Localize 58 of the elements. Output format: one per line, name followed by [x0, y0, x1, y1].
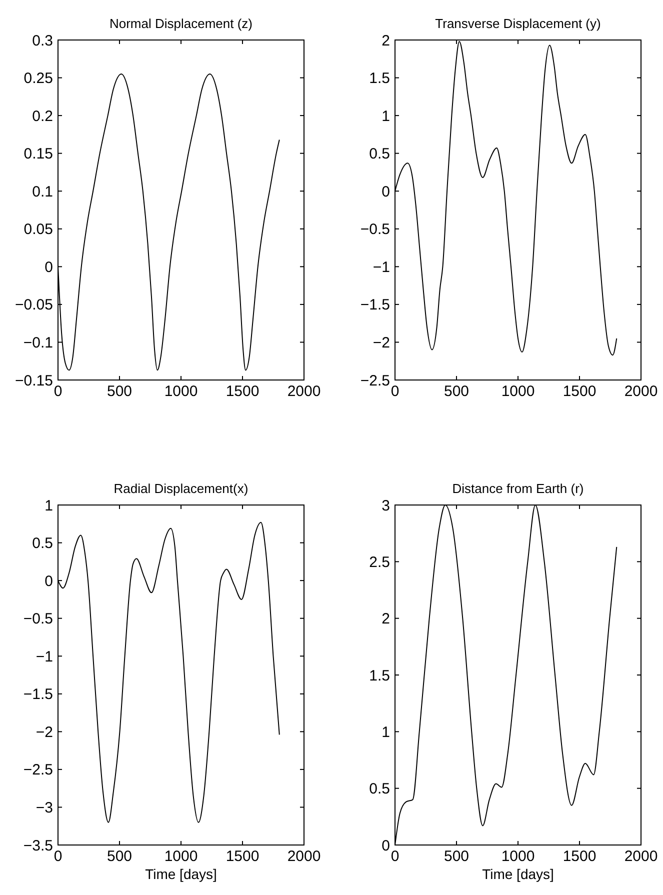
y-tick-label: −1 — [372, 258, 390, 276]
y-tick-label: −1.5 — [360, 296, 390, 314]
x-tick-label: 1500 — [562, 383, 596, 400]
x-tick-label: 1000 — [164, 848, 198, 865]
y-tick-label: 1 — [382, 108, 390, 125]
y-tick-label: −0.05 — [15, 296, 53, 314]
chart-title: Radial Displacement(x) — [114, 481, 248, 496]
y-tick-label: 0.2 — [32, 108, 53, 125]
y-tick-label: −1 — [36, 648, 53, 666]
y-tick-label: 2 — [382, 32, 390, 50]
y-tick-label: 1.5 — [369, 667, 390, 684]
x-tick-label: 500 — [106, 848, 132, 865]
x-axis-title: Time [days] — [145, 866, 217, 882]
chart-title: Distance from Earth (r) — [452, 481, 584, 496]
y-tick-label: 0 — [382, 183, 390, 200]
y-tick-label: −2 — [36, 724, 53, 741]
y-tick-label: −3.5 — [23, 837, 53, 854]
x-tick-label: 1000 — [501, 383, 535, 400]
x-tick-label: 1000 — [164, 383, 198, 400]
chart-title: Normal Displacement (z) — [109, 16, 253, 31]
x-tick-label: 2000 — [624, 383, 658, 400]
y-tick-label: −1.5 — [23, 686, 53, 704]
y-tick-label: −0.5 — [360, 221, 390, 238]
y-tick-label: 2.5 — [369, 554, 390, 571]
y-tick-label: 0.15 — [24, 146, 53, 163]
y-tick-label: 0.5 — [32, 535, 53, 552]
x-tick-label: 500 — [444, 848, 470, 865]
y-tick-label: −3 — [36, 799, 53, 816]
x-tick-label: 500 — [444, 383, 470, 400]
y-tick-label: −2.5 — [23, 762, 53, 779]
x-tick-label: 1500 — [226, 848, 260, 865]
x-tick-label: 1000 — [501, 848, 535, 865]
y-tick-label: 0.5 — [369, 780, 390, 798]
y-tick-label: −2.5 — [360, 372, 390, 390]
y-tick-label: 1 — [44, 497, 53, 514]
x-tick-label: 2000 — [287, 848, 321, 865]
y-tick-label: 0.1 — [32, 183, 53, 200]
y-tick-label: 1 — [382, 724, 390, 741]
y-tick-label: 0.3 — [32, 32, 53, 50]
chart-title: Transverse Displacement (y) — [435, 16, 601, 31]
x-tick-label: 1500 — [226, 383, 260, 400]
y-tick-label: −0.5 — [23, 610, 53, 628]
y-tick-label: 0.25 — [24, 70, 53, 88]
y-tick-label: 0 — [44, 258, 53, 276]
y-tick-label: 3 — [382, 497, 390, 514]
x-axis-title: Time [days] — [482, 866, 554, 882]
y-tick-label: −0.1 — [23, 334, 53, 352]
y-tick-label: 2 — [382, 610, 390, 628]
y-tick-label: 0.5 — [369, 146, 390, 163]
y-tick-label: 0 — [44, 572, 53, 590]
y-tick-label: 1.5 — [369, 70, 390, 88]
x-tick-label: 1500 — [562, 848, 596, 865]
x-tick-label: 2000 — [624, 848, 658, 865]
y-tick-label: −2 — [372, 334, 390, 352]
x-tick-label: 500 — [106, 383, 132, 400]
y-tick-label: −0.15 — [15, 372, 53, 390]
x-tick-label: 2000 — [287, 383, 321, 400]
y-tick-label: 0.05 — [24, 221, 53, 238]
